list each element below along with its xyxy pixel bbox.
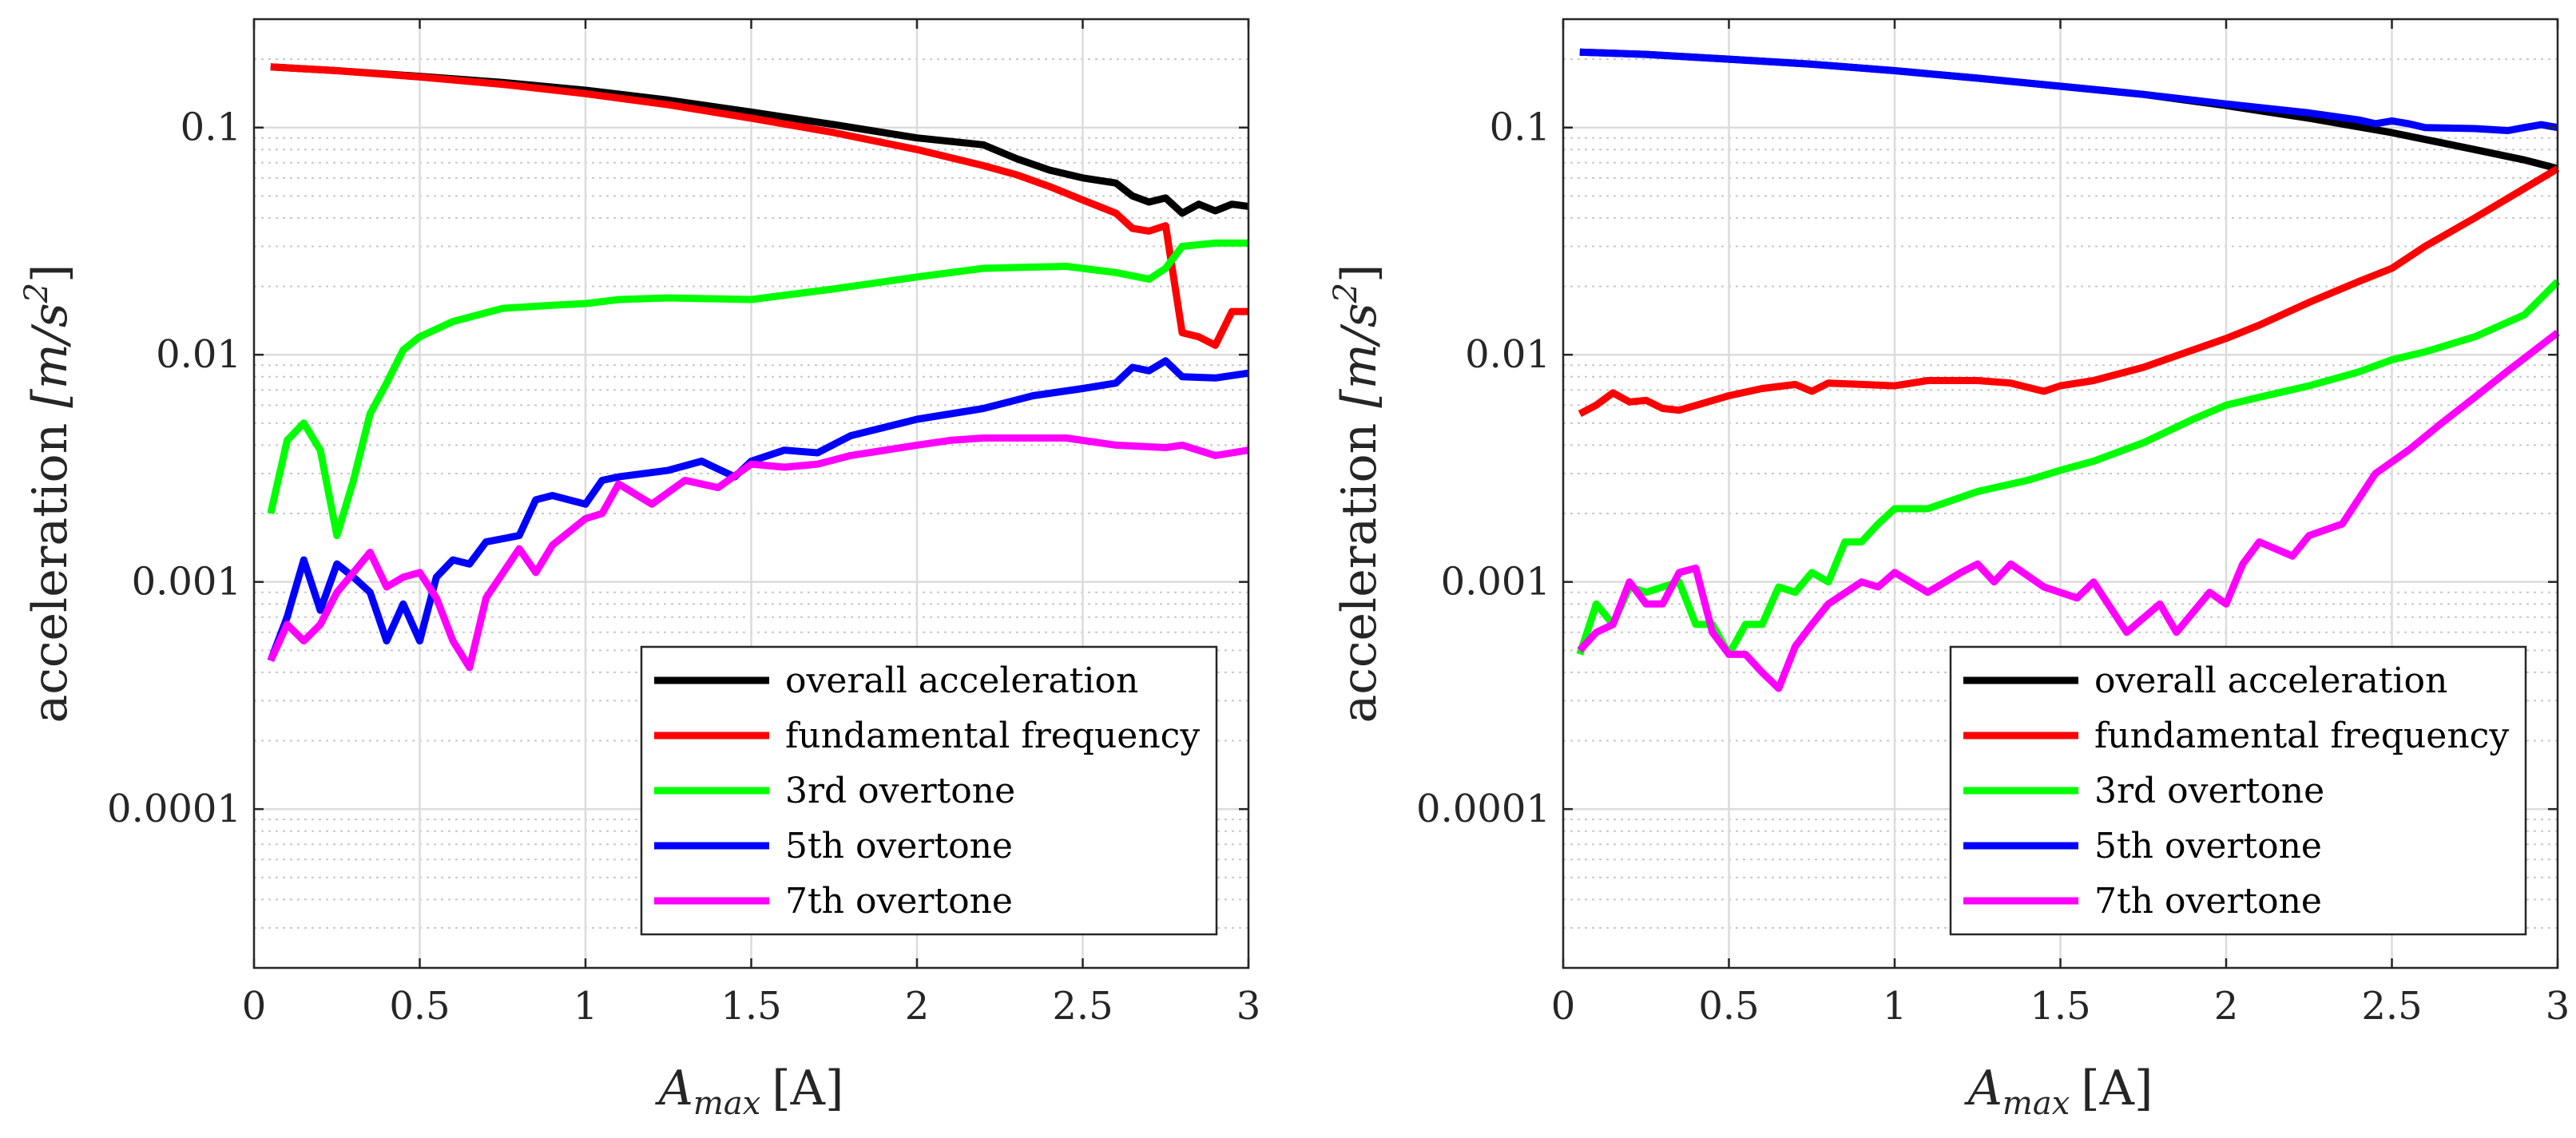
y-axis-label: acceleration [m/s2] <box>1328 264 1387 724</box>
x-axis-label-unit: [A] <box>2081 1061 2153 1116</box>
x-tick-label: 1 <box>1883 984 1907 1029</box>
y-tick-label: 0.001 <box>1441 560 1550 605</box>
y-axis-label-group: acceleration [m/s2] <box>1328 264 1387 724</box>
y-axis-label-text: acceleration <box>22 408 78 724</box>
series-line-1 <box>1579 48 2559 172</box>
chart-panel-2: 0 0.5 1 1.5 2 2.5 3 0.0001 0.001 0.01 0.1 Amax [A] ac… <box>1328 18 2570 1122</box>
legend-label-2: fundamental frequency <box>2094 716 2509 756</box>
x-tick-label: 3 <box>1236 984 1261 1029</box>
legend: overall acceleration fundamental frequenc… <box>640 645 1218 936</box>
tick-marks <box>252 19 1250 968</box>
chart-panel-1: 0 0.5 1 1.5 2 2.5 3 0.0001 0.001 0.01 0.1 Amax [A] ac… <box>18 18 1261 1122</box>
y-tick-label: 0.01 <box>156 332 241 377</box>
series-line-1 <box>270 63 1249 217</box>
x-tick-label: 0 <box>1551 984 1576 1029</box>
y-axis-label-text: acceleration <box>1332 408 1387 724</box>
x-axis-label-unit: [A] <box>772 1061 843 1116</box>
legend-label-1: overall acceleration <box>785 660 1138 701</box>
x-tick-label: 0 <box>242 984 267 1029</box>
x-tick-label: 1 <box>574 984 598 1029</box>
x-tick-label: 1.5 <box>720 984 781 1029</box>
y-axis-label-unit: [m/s <box>22 303 78 407</box>
y-axis-label: acceleration [m/s2] <box>18 264 78 724</box>
series-line-2 <box>270 63 1248 349</box>
x-tick-label: 0.5 <box>389 984 450 1029</box>
x-axis-label-sub: max <box>2002 1085 2070 1122</box>
x-tick-label: 2.5 <box>2361 984 2422 1029</box>
legend: overall acceleration fundamental frequenc… <box>1949 645 2527 936</box>
y-tick-label: 0.001 <box>132 560 241 605</box>
series-line-5 <box>1577 330 2560 692</box>
legend-label-4: 5th overtone <box>2094 826 2322 866</box>
x-axis-label: Amax [A] <box>1964 1061 2153 1122</box>
tick-marks <box>1562 19 2559 968</box>
x-tick-label: 2 <box>2214 984 2239 1029</box>
y-axis-label-exponent: 2 <box>18 283 55 303</box>
y-tick-label: 0.1 <box>181 105 241 150</box>
legend-label-5: 7th overtone <box>2094 881 2322 922</box>
x-tick-label: 1.5 <box>2030 984 2090 1029</box>
y-tick-label: 0.0001 <box>107 787 241 831</box>
x-tick-label: 2 <box>905 984 930 1029</box>
x-tick-label: 3 <box>2546 984 2570 1029</box>
y-axis-label-group: acceleration [m/s2] <box>18 264 78 724</box>
x-axis-label-main: A <box>1964 1061 2002 1116</box>
legend-label-1: overall acceleration <box>2094 660 2447 701</box>
series-line-2 <box>1578 165 2560 418</box>
y-tick-label: 0.1 <box>1490 105 1550 150</box>
series-line-4 <box>1579 48 2558 134</box>
y-axis-label-unit: [m/s <box>1332 303 1387 407</box>
series-line-4 <box>267 357 1249 662</box>
series-line-5 <box>267 434 1249 672</box>
x-tick-label: 0.5 <box>1698 984 1759 1029</box>
x-tick-label: 2.5 <box>1052 984 1113 1029</box>
legend-label-5: 7th overtone <box>785 881 1013 922</box>
legend-label-4: 5th overtone <box>785 826 1013 866</box>
x-axis-label-sub: max <box>693 1085 760 1122</box>
legend-label-3: 3rd overtone <box>785 771 1015 811</box>
y-tick-label: 0.0001 <box>1416 787 1550 831</box>
y-tick-label: 0.01 <box>1465 332 1550 377</box>
legend-label-2: fundamental frequency <box>785 716 1200 756</box>
series-line-3 <box>267 239 1248 540</box>
x-axis-label: Amax [A] <box>655 1061 844 1122</box>
y-axis-label-exponent: 2 <box>1328 283 1364 303</box>
x-axis-label-main: A <box>655 1061 693 1116</box>
legend-label-3: 3rd overtone <box>2094 771 2324 811</box>
y-axis-label-close: ] <box>1332 264 1387 283</box>
y-axis-label-close: ] <box>22 264 78 283</box>
